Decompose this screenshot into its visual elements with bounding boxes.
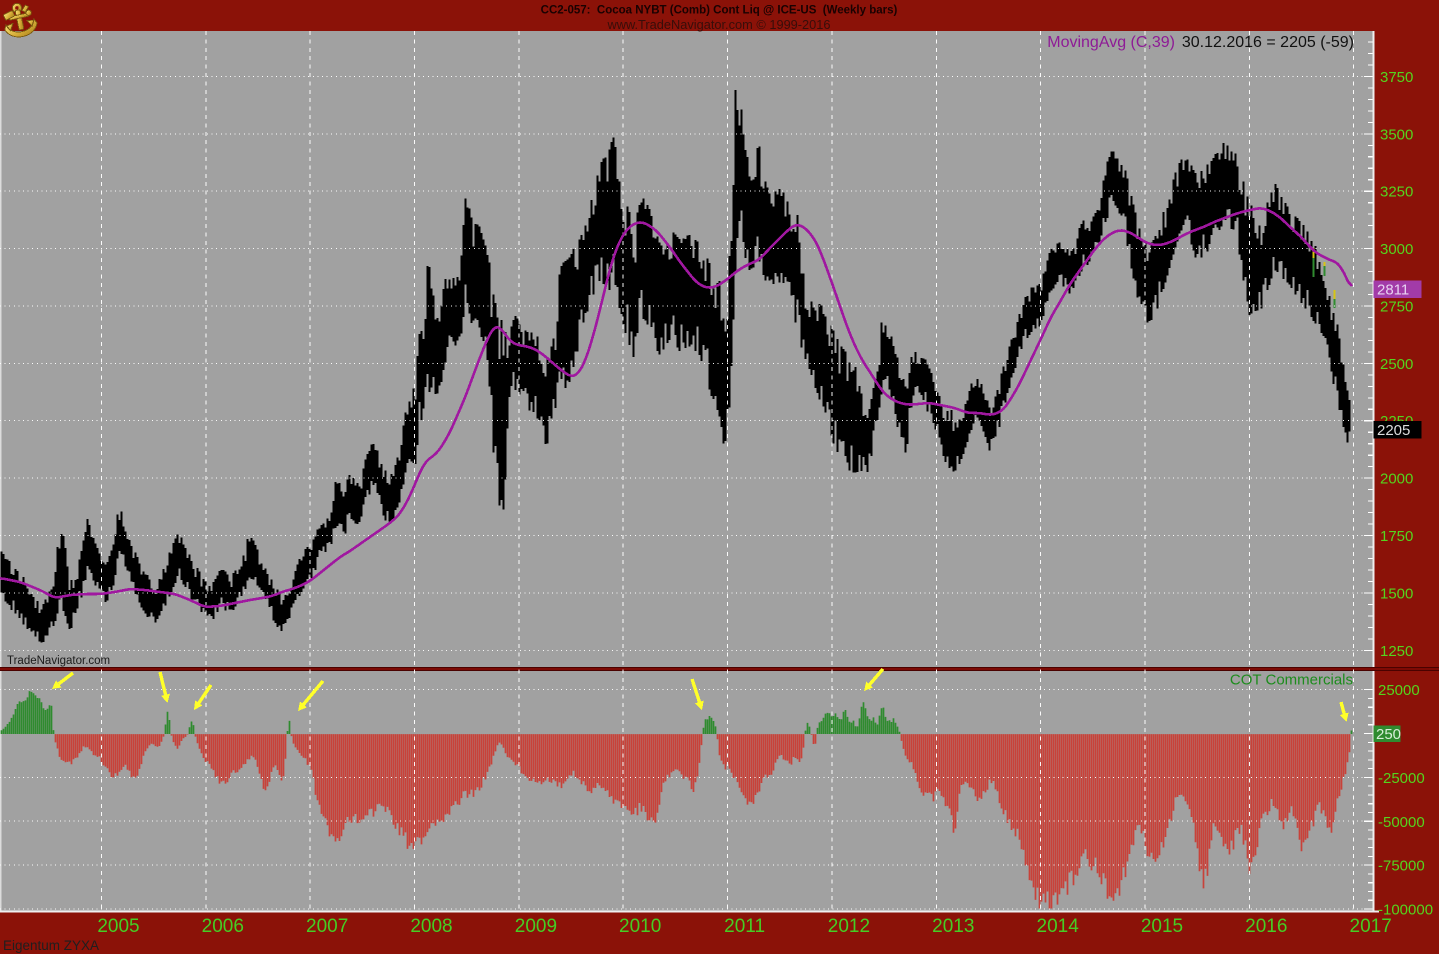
svg-text:2014: 2014 bbox=[1037, 916, 1080, 937]
svg-text:2205: 2205 bbox=[1377, 422, 1410, 439]
svg-text:2012: 2012 bbox=[828, 916, 870, 937]
svg-text:2010: 2010 bbox=[619, 916, 661, 937]
svg-text:2013: 2013 bbox=[932, 916, 974, 937]
svg-text:2017: 2017 bbox=[1350, 916, 1392, 937]
svg-text:25000: 25000 bbox=[1378, 682, 1420, 699]
svg-text:30.12.2016 = 2205 (-59): 30.12.2016 = 2205 (-59) bbox=[1182, 34, 1354, 51]
svg-text:MovingAvg (C,39): MovingAvg (C,39) bbox=[1047, 34, 1175, 51]
svg-text:2006: 2006 bbox=[202, 916, 244, 937]
svg-text:2500: 2500 bbox=[1380, 356, 1413, 373]
svg-text:2015: 2015 bbox=[1141, 916, 1183, 937]
svg-text:-50000: -50000 bbox=[1378, 814, 1425, 831]
svg-text:250: 250 bbox=[1376, 726, 1401, 743]
svg-text:2811: 2811 bbox=[1377, 282, 1409, 299]
svg-text:www.TradeNavigator.com © 1999-: www.TradeNavigator.com © 1999-2016 bbox=[606, 17, 830, 32]
svg-text:1750: 1750 bbox=[1380, 528, 1413, 545]
svg-text:-25000: -25000 bbox=[1378, 770, 1425, 787]
svg-text:Eigentum ZYXA: Eigentum ZYXA bbox=[3, 938, 99, 953]
svg-text:2016: 2016 bbox=[1245, 916, 1287, 937]
svg-text:TradeNavigator.com: TradeNavigator.com bbox=[7, 655, 110, 667]
svg-text:-75000: -75000 bbox=[1378, 858, 1425, 875]
svg-text:3250: 3250 bbox=[1380, 184, 1413, 201]
svg-text:2011: 2011 bbox=[724, 916, 765, 937]
svg-text:1500: 1500 bbox=[1380, 585, 1413, 602]
svg-text:3750: 3750 bbox=[1380, 69, 1413, 86]
svg-text:2750: 2750 bbox=[1380, 299, 1413, 316]
svg-text:3000: 3000 bbox=[1380, 241, 1413, 258]
svg-text:2007: 2007 bbox=[306, 916, 348, 937]
svg-text:3500: 3500 bbox=[1380, 126, 1413, 143]
svg-text:1250: 1250 bbox=[1380, 643, 1413, 660]
svg-text:2005: 2005 bbox=[97, 916, 139, 937]
svg-text:-100000: -100000 bbox=[1378, 902, 1433, 919]
svg-text:CC2-057: Cocoa NYBT (Comb) Co: CC2-057: Cocoa NYBT (Comb) Cont Liq @ IC… bbox=[541, 5, 898, 17]
svg-text:2000: 2000 bbox=[1380, 471, 1413, 488]
svg-text:2008: 2008 bbox=[410, 916, 452, 937]
svg-text:2009: 2009 bbox=[515, 916, 557, 937]
svg-text:COT Commercials: COT Commercials bbox=[1230, 672, 1353, 689]
